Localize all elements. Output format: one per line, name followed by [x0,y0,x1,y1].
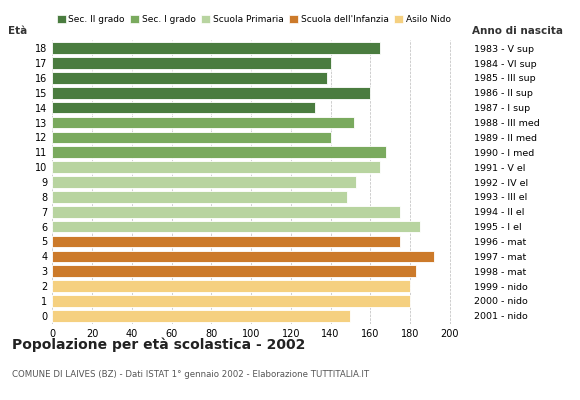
Text: Popolazione per età scolastica - 2002: Popolazione per età scolastica - 2002 [12,338,305,352]
Text: Età: Età [8,26,28,36]
Bar [52,57,331,69]
Bar [52,236,400,247]
Bar [52,72,327,84]
Bar [52,221,420,232]
Bar [52,146,386,158]
Bar [52,206,400,218]
Text: COMUNE DI LAIVES (BZ) - Dati ISTAT 1° gennaio 2002 - Elaborazione TUTTITALIA.IT: COMUNE DI LAIVES (BZ) - Dati ISTAT 1° ge… [12,370,369,379]
Bar [52,176,357,188]
Bar [52,42,380,54]
Bar [52,87,371,98]
Bar [52,280,410,292]
Bar [52,266,416,277]
Bar [52,295,410,307]
Legend: Sec. II grado, Sec. I grado, Scuola Primaria, Scuola dell'Infanzia, Asilo Nido: Sec. II grado, Sec. I grado, Scuola Prim… [57,15,451,24]
Bar [52,132,331,143]
Bar [52,191,346,203]
Bar [52,161,380,173]
Bar [52,250,434,262]
Bar [52,117,354,128]
Text: Anno di nascita: Anno di nascita [472,26,563,36]
Bar [52,310,350,322]
Bar [52,102,315,114]
